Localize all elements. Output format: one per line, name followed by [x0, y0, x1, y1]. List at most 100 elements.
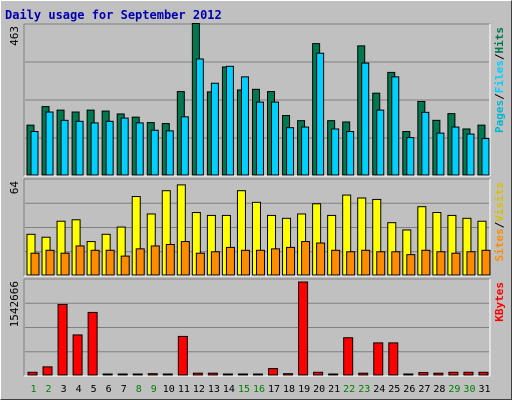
- day-label: 6: [106, 384, 112, 395]
- files-bar: [451, 126, 460, 176]
- kbytes-bar: [252, 373, 263, 376]
- files-bar: [180, 116, 189, 176]
- files-bar: [421, 111, 430, 176]
- day-label: 5: [91, 384, 97, 395]
- day-label: 21: [328, 384, 340, 395]
- sites-bar: [391, 251, 401, 276]
- kbytes-bar: [298, 281, 309, 376]
- day-label: 29: [448, 384, 460, 395]
- day-label: 3: [61, 384, 67, 395]
- kbytes-bar: [343, 337, 354, 376]
- files-bar: [195, 58, 204, 176]
- day-label: 4: [76, 384, 82, 395]
- files-bar: [225, 65, 234, 176]
- files-bar: [466, 133, 475, 176]
- files-bar: [150, 129, 159, 176]
- kbytes-bar: [72, 334, 83, 376]
- kbytes-bar: [403, 373, 414, 376]
- sites-bar: [225, 246, 235, 276]
- files-bar: [165, 130, 174, 176]
- sites-bar: [436, 251, 446, 276]
- day-label: 17: [268, 384, 280, 395]
- kbytes-bar: [463, 371, 474, 376]
- sites-bar: [60, 252, 70, 276]
- kbytes-bar: [147, 373, 158, 376]
- sites-bar: [30, 252, 40, 276]
- day-label: 31: [478, 384, 490, 395]
- sites-bar: [346, 251, 356, 276]
- files-bar: [316, 52, 325, 176]
- day-label: 13: [208, 384, 220, 395]
- files-bar: [271, 101, 280, 176]
- chart-title: Daily usage for September 2012: [5, 8, 222, 22]
- day-label: 14: [223, 384, 235, 395]
- day-label: 30: [463, 384, 475, 395]
- day-label: 19: [298, 384, 310, 395]
- files-bar: [346, 131, 355, 176]
- kbytes-bar: [478, 371, 489, 376]
- sites-bar: [451, 252, 461, 276]
- sites-bar: [180, 241, 190, 276]
- kbytes-bar: [328, 373, 339, 376]
- kbytes-bar: [237, 373, 248, 376]
- kbytes-bar: [102, 373, 113, 376]
- kbytes-bar: [117, 373, 128, 376]
- day-label: 8: [136, 384, 142, 395]
- kbytes-bar: [192, 372, 203, 376]
- sites-bar: [105, 249, 115, 276]
- kbytes-legend-part: KBytes: [493, 282, 506, 322]
- sites-bar: [466, 251, 476, 276]
- hits-legend: Pages/Files/Hits: [493, 27, 506, 133]
- sites-bar: [316, 242, 326, 276]
- day-label: 16: [253, 384, 265, 395]
- hits-legend-part: /: [493, 93, 506, 100]
- sites-bar: [135, 248, 145, 276]
- kbytes-bar: [177, 335, 188, 376]
- sites-bar: [481, 249, 491, 276]
- files-bar: [45, 111, 54, 176]
- kbytes-ymax-label: 1542666: [8, 281, 21, 327]
- files-bar: [481, 138, 490, 176]
- files-bar: [361, 62, 370, 176]
- sites-bar: [255, 249, 265, 276]
- day-label: 10: [163, 384, 175, 395]
- sites-bar: [376, 251, 386, 276]
- files-bar: [30, 131, 39, 176]
- visits-ymax-label: 64: [8, 181, 21, 195]
- day-label: 23: [358, 384, 370, 395]
- files-bar: [406, 137, 415, 176]
- day-label: 2: [46, 384, 52, 395]
- hits-legend-part: Pages: [493, 100, 506, 133]
- day-label: 15: [238, 384, 250, 395]
- files-bar: [135, 122, 144, 176]
- day-label: 26: [403, 384, 415, 395]
- files-bar: [331, 128, 340, 176]
- sites-bar: [150, 245, 160, 276]
- kbytes-bar: [87, 311, 98, 376]
- visits-legend-part: Sites: [493, 228, 506, 261]
- sites-bar: [210, 251, 220, 276]
- day-label: 27: [418, 384, 430, 395]
- day-label: 1: [31, 384, 37, 395]
- files-bar: [105, 120, 114, 176]
- files-bar: [255, 101, 264, 176]
- visits-legend-part: Visits: [493, 182, 506, 222]
- sites-bar: [120, 255, 130, 276]
- files-bar: [286, 127, 295, 176]
- sites-bar: [165, 243, 175, 276]
- kbytes-bar: [57, 303, 68, 376]
- day-label: 9: [151, 384, 157, 395]
- sites-bar: [90, 249, 100, 276]
- kbytes-bar: [388, 342, 399, 376]
- sites-bar: [195, 252, 205, 276]
- sites-bar: [286, 246, 296, 276]
- hits-ymax-label: 463: [8, 26, 21, 46]
- sites-bar: [240, 249, 250, 276]
- day-label: 20: [313, 384, 325, 395]
- visits-legend: Sites/Visits: [493, 182, 506, 262]
- kbytes-bar: [358, 372, 369, 376]
- kbytes-bar: [222, 373, 233, 376]
- files-bar: [436, 132, 445, 176]
- kbytes-bar: [448, 371, 459, 376]
